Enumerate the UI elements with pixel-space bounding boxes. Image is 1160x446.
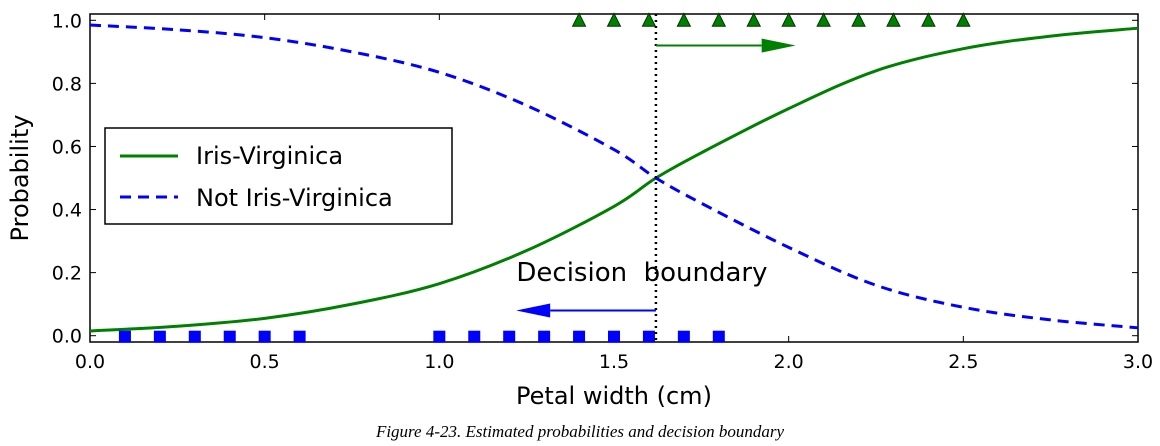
triangle-marker (571, 12, 587, 27)
y-tick-label: 1.0 (52, 10, 82, 32)
square-marker (433, 330, 446, 343)
triangle-marker (676, 12, 692, 27)
triangle-marker (781, 12, 796, 27)
square-marker (642, 330, 655, 343)
not-virginica-square-markers (118, 330, 725, 343)
triangle-marker (816, 12, 831, 27)
square-marker (118, 330, 131, 343)
x-tick-label: 2.0 (774, 351, 804, 373)
square-marker (223, 330, 236, 343)
square-marker (608, 330, 620, 343)
triangle-marker (746, 12, 762, 27)
legend: Iris-Virginica Not Iris-Virginica (104, 127, 453, 225)
x-tick-label: 1.0 (424, 351, 454, 373)
legend-label-iris-virginica: Iris-Virginica (196, 142, 343, 170)
virginica-triangle-markers (571, 12, 971, 27)
chart: 0.0 0.5 1.0 1.5 2.0 2.5 3.0 0.0 0.2 0.4 0.6 0.8 1.0… (6, 10, 1153, 410)
triangle-marker (606, 12, 622, 27)
x-tick-label: 0.5 (250, 351, 280, 373)
square-marker (468, 330, 481, 343)
x-axis-label: Petal width (cm) (516, 382, 712, 410)
triangle-marker (851, 12, 866, 27)
series-line-not-iris-virginica (89, 23, 1139, 330)
arrow-head (516, 303, 551, 318)
square-marker (293, 330, 306, 343)
decision-boundary-annotation: Decision boundary (516, 258, 767, 288)
y-tick-label: 0.0 (52, 326, 82, 348)
square-marker (153, 330, 166, 343)
triangle-marker (956, 12, 971, 27)
arrow-head (761, 38, 796, 53)
x-tick-label: 0.0 (75, 351, 105, 373)
triangle-marker (711, 12, 727, 27)
x-tick-label: 2.5 (948, 351, 978, 373)
square-marker (258, 330, 271, 343)
y-axis-label: Probability (6, 115, 34, 242)
direction-arrows (516, 38, 796, 318)
square-marker (188, 330, 201, 343)
legend-box (104, 127, 453, 225)
y-tick-label: 0.4 (52, 200, 82, 222)
triangle-marker (886, 12, 901, 27)
square-marker (503, 330, 516, 343)
square-marker (712, 330, 725, 343)
y-tick-label: 0.8 (52, 73, 82, 95)
square-marker (677, 330, 690, 343)
triangle-marker (641, 12, 657, 27)
y-tick-label: 0.6 (52, 136, 82, 158)
y-tick-label: 0.2 (52, 263, 82, 285)
x-tick-label: 1.5 (599, 351, 629, 373)
triangle-marker (921, 12, 936, 27)
square-marker (573, 330, 586, 343)
y-axis-ticks: 0.0 0.2 0.4 0.6 0.8 1.0 (52, 10, 1138, 348)
series-line-iris-virginica (89, 26, 1139, 333)
square-marker (538, 330, 551, 343)
figure-caption: Figure 4-23. Estimated probabilities and… (375, 422, 785, 441)
legend-label-not-iris-virginica: Not Iris-Virginica (196, 184, 393, 212)
x-tick-label: 3.0 (1123, 351, 1153, 373)
